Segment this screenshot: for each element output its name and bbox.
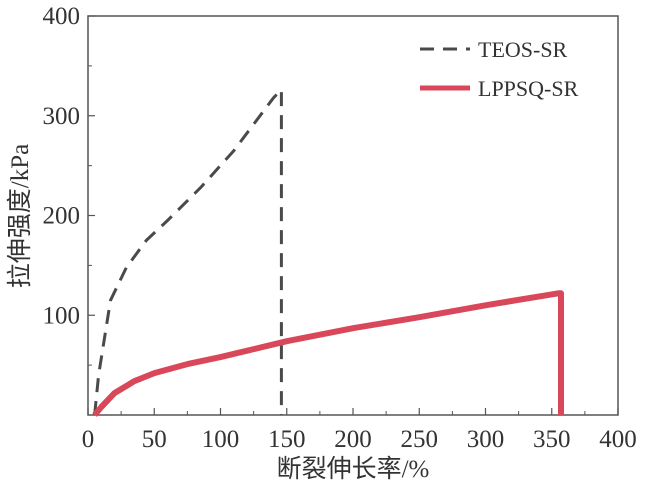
legend-label: LPPSQ-SR: [478, 76, 579, 101]
y-axis-label: 拉伸强度/kPa: [6, 144, 34, 288]
legend-label: TEOS-SR: [478, 37, 568, 62]
x-tick-label: 0: [82, 426, 95, 453]
y-tick-label: 400: [43, 3, 81, 30]
x-tick-label: 200: [334, 426, 372, 453]
y-tick-label: 300: [43, 103, 81, 130]
x-tick-label: 400: [599, 426, 637, 453]
y-tick-label: 100: [43, 302, 81, 329]
x-tick-label: 50: [142, 426, 167, 453]
x-tick-label: 350: [533, 426, 571, 453]
x-axis-label: 断裂伸长率/%: [277, 455, 430, 483]
plot-area: 0 50 100 150 200 250 300 350 400 100 200 300 400 TEOS…: [43, 3, 637, 453]
x-tick-label: 100: [202, 426, 240, 453]
y-tick-label: 200: [43, 203, 81, 230]
series-line-teos-sr: [93, 88, 283, 416]
x-tick-label: 300: [467, 426, 505, 453]
x-tick-label: 250: [401, 426, 439, 453]
series-line-lppsq-sr: [92, 290, 564, 417]
x-tick-label: 150: [268, 426, 306, 453]
